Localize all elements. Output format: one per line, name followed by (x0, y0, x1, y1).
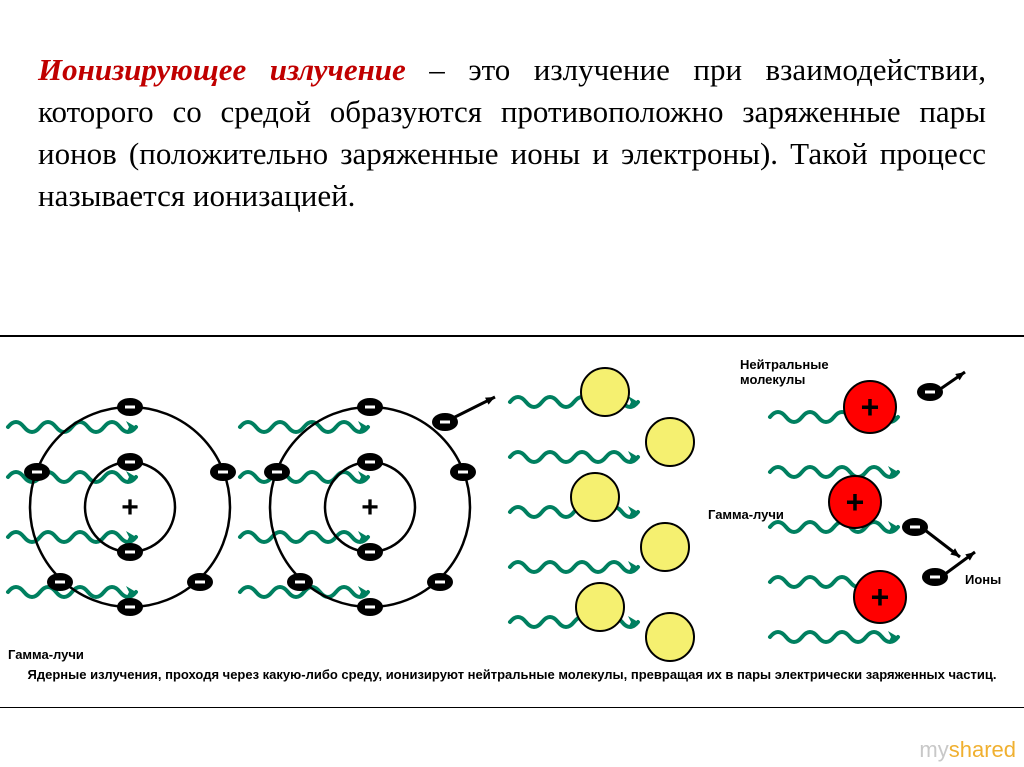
label-neutral: Нейтральные молекулы (740, 357, 850, 387)
svg-text:+: + (361, 491, 379, 524)
svg-text:+: + (861, 389, 880, 425)
label-ions: Ионы (965, 572, 1001, 587)
diagram-caption: Ядерные излучения, проходя через какую-л… (0, 667, 1024, 682)
term: Ионизирующее излучение (38, 52, 406, 87)
ionization-diagram: + + + + + Нейтральные молекулы Гамма-лучи Га… (0, 335, 1024, 708)
svg-text:+: + (121, 491, 139, 524)
label-gamma-left: Гамма-лучи (8, 647, 84, 662)
diagram-svg: + + + + + (0, 337, 1024, 707)
watermark-shared: shared (949, 737, 1016, 762)
watermark-my: my (919, 737, 948, 762)
svg-text:+: + (871, 579, 890, 615)
dash: – (406, 52, 469, 87)
definition-block: Ионизирующее излучение – это излучение п… (0, 0, 1024, 259)
label-gamma: Гамма-лучи (708, 507, 784, 522)
svg-text:+: + (846, 484, 865, 520)
definition-text: Ионизирующее излучение – это излучение п… (38, 49, 986, 216)
slide: Ионизирующее излучение – это излучение п… (0, 0, 1024, 767)
watermark: myshared (919, 737, 1016, 763)
